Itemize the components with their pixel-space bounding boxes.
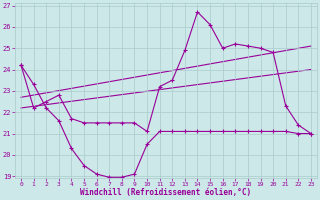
X-axis label: Windchill (Refroidissement éolien,°C): Windchill (Refroidissement éolien,°C) (80, 188, 252, 197)
